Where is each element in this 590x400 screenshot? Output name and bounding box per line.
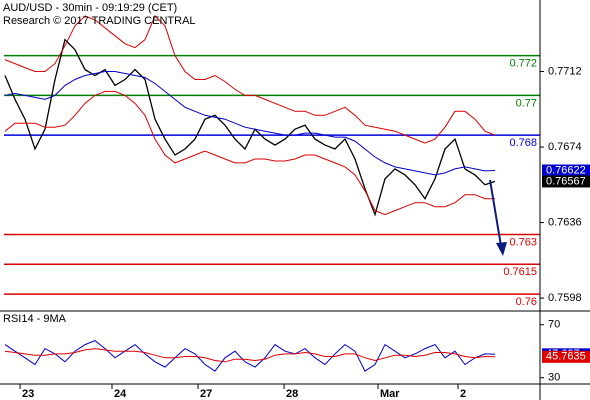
series-line [4, 348, 496, 363]
level-label: 0.7615 [503, 266, 537, 278]
series-line [4, 71, 496, 176]
series-line [4, 38, 496, 217]
level-label: 0.768 [509, 137, 537, 149]
y-tick-label: 0.7598 [548, 292, 582, 304]
level-label: 0.77 [516, 97, 537, 109]
x-tick-label: Mar [380, 388, 400, 400]
level-label: 0.76 [516, 296, 537, 308]
x-tick-label: 2 [460, 388, 466, 400]
x-tick-label: 24 [114, 388, 127, 400]
y-tick-label: 30 [548, 372, 560, 384]
x-tick-label: 28 [286, 388, 298, 400]
y-tick-label: 0.7674 [548, 141, 582, 153]
chart-title: AUD/USD - 30min - 09:19:29 (CET) [3, 2, 177, 14]
series-line [4, 90, 495, 216]
series-line [4, 340, 496, 372]
rsi-panel: 703047.63745.7635 [4, 319, 590, 384]
level-label: 0.763 [509, 236, 537, 248]
x-tick-label: 27 [200, 388, 212, 400]
price-tag-label: 0.76622 [546, 164, 586, 176]
rsi-title: RSI14 - 9MA [3, 313, 67, 325]
price-tag [542, 350, 590, 363]
series-line [4, 15, 496, 144]
y-tick-label: 0.7636 [548, 216, 582, 228]
arrow [489, 179, 507, 256]
price-tag-label: 0.76567 [546, 175, 586, 187]
price-tag [542, 175, 590, 188]
x-tick-label: 23 [22, 388, 34, 400]
chart-subtitle: Research © 2017 TRADING CENTRAL [3, 15, 196, 27]
price-tag [542, 164, 590, 177]
level-label: 0.772 [509, 58, 537, 70]
price-panel: 0.7712 0.7674 0.7636 0.7598 0.772 0.77 0.768 0.… [4, 15, 590, 308]
y-tick-label: 0.7712 [548, 65, 582, 77]
y-tick-label: 70 [548, 319, 560, 331]
price-tag-label: 45.7635 [546, 351, 586, 363]
